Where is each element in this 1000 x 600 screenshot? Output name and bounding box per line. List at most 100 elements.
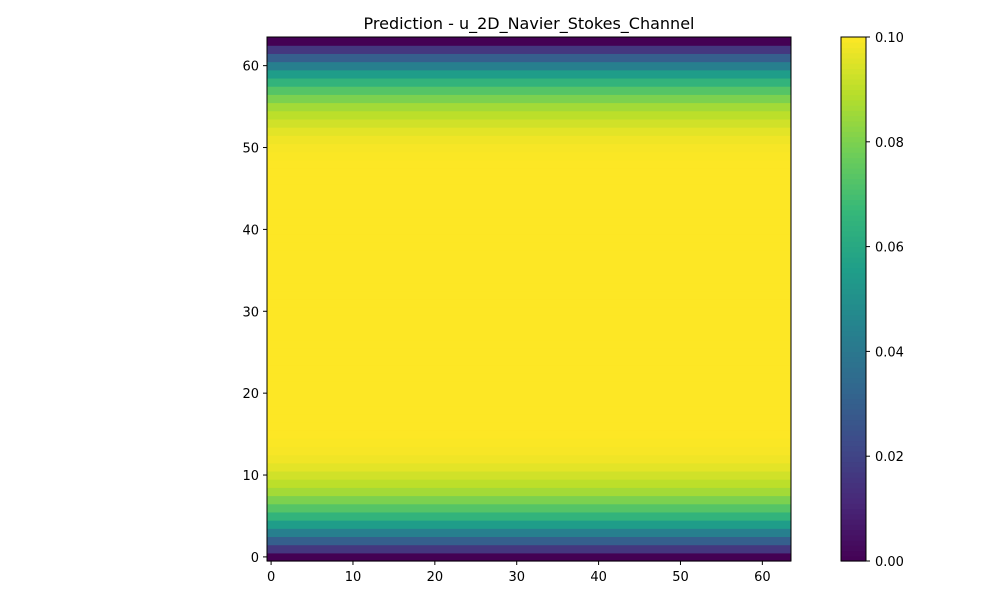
colorbar-segment — [841, 503, 866, 510]
colorbar-segment — [841, 524, 866, 531]
colorbar-tick-label: 0.08 — [875, 136, 904, 151]
heatmap-row — [267, 454, 791, 464]
colorbar-segment — [841, 183, 866, 190]
heatmap-row — [267, 225, 791, 235]
colorbar-segment — [841, 309, 866, 316]
heatmap-row — [267, 413, 791, 423]
colorbar-segment — [841, 194, 866, 201]
y-tick-label: 20 — [242, 387, 259, 402]
heatmap-row — [267, 552, 791, 562]
heatmap-row — [267, 61, 791, 71]
heatmap-row — [267, 405, 791, 415]
heatmap-row — [267, 364, 791, 374]
heatmap-row — [267, 356, 791, 366]
colorbar-segment — [841, 204, 866, 211]
colorbar-segment — [841, 519, 866, 525]
colorbar-segment — [841, 393, 866, 400]
chart-title: Prediction - u_2D_Navier_Stokes_Channel — [364, 14, 695, 34]
colorbar-segment — [841, 147, 866, 153]
colorbar-segment — [841, 68, 866, 75]
colorbar-tick-label: 0.00 — [875, 555, 904, 570]
x-tick-label: 10 — [345, 570, 362, 585]
y-tick-label: 60 — [242, 60, 259, 75]
x-tick-label: 60 — [754, 570, 771, 585]
heatmap-row — [267, 511, 791, 521]
colorbar-segment — [841, 419, 866, 426]
colorbar-segment — [841, 325, 866, 332]
colorbar-segment — [841, 498, 866, 504]
heatmap-row — [267, 430, 791, 439]
heatmap-row — [267, 397, 791, 407]
colorbar-segment — [841, 340, 866, 347]
heatmap-row — [267, 184, 791, 194]
colorbar-segment — [841, 188, 866, 195]
colorbar-segment — [841, 319, 866, 326]
colorbar-segment — [841, 335, 866, 342]
heatmap-row — [267, 69, 791, 79]
colorbar-segment — [841, 534, 866, 541]
colorbar-segment — [841, 435, 866, 442]
colorbar-segment — [841, 267, 866, 274]
colorbar-segment — [841, 251, 866, 258]
colorbar-segment — [841, 299, 866, 305]
colorbar-segment — [841, 529, 866, 536]
heatmap-row — [267, 200, 791, 210]
colorbar-segment — [841, 42, 866, 49]
heatmap-row — [267, 233, 791, 243]
colorbar-segment — [841, 278, 866, 284]
colorbar-segment — [841, 78, 866, 85]
y-tick-label: 50 — [242, 142, 259, 157]
colorbar-segment — [841, 272, 866, 279]
colorbar-segment — [841, 52, 866, 59]
colorbar-segment — [841, 220, 866, 227]
heatmap-row — [267, 503, 791, 513]
colorbar-segment — [841, 241, 866, 248]
heatmap-row — [267, 348, 791, 357]
heatmap-row — [267, 315, 791, 325]
colorbar-segment — [841, 126, 866, 132]
colorbar-segment — [841, 482, 866, 489]
colorbar-segment — [841, 398, 866, 405]
heatmap-row — [267, 118, 791, 128]
heatmap-row — [267, 143, 791, 153]
colorbar-segment — [841, 246, 866, 253]
colorbar-segment — [841, 555, 866, 562]
colorbar-segment — [841, 487, 866, 494]
colorbar-segment — [841, 236, 866, 242]
colorbar-segment — [841, 388, 866, 394]
colorbar-segment — [841, 110, 866, 117]
colorbar-segment — [841, 283, 866, 290]
colorbar-segment — [841, 403, 866, 410]
heatmap-row — [267, 110, 791, 120]
heatmap-row — [267, 462, 791, 472]
colorbar-segment — [841, 168, 866, 174]
heatmap-row — [267, 168, 791, 177]
heatmap-row — [267, 159, 791, 169]
heatmap-row — [267, 495, 791, 505]
colorbar-segment — [841, 351, 866, 358]
colorbar-segment — [841, 466, 866, 473]
colorbar-segment — [841, 492, 866, 499]
colorbar: 0.00 0.02 0.04 0.06 0.08 0.10 — [840, 31, 904, 570]
heatmap-row — [267, 290, 791, 300]
x-tick-label: 20 — [427, 570, 444, 585]
colorbar-segment — [841, 37, 866, 43]
colorbar-segment — [841, 162, 866, 169]
heatmap-row — [267, 438, 791, 447]
colorbar-segment — [841, 377, 866, 384]
heatmap-row — [267, 151, 791, 161]
y-tick-label: 40 — [242, 223, 259, 238]
x-axis: 0 10 20 30 40 50 60 — [267, 561, 771, 585]
colorbar-segment — [841, 73, 866, 80]
colorbar-segment — [841, 409, 866, 415]
colorbar-segment — [841, 508, 866, 515]
y-tick-label: 0 — [251, 551, 259, 566]
colorbar-segment — [841, 477, 866, 483]
colorbar-segment — [841, 63, 866, 70]
colorbar-segment — [841, 178, 866, 185]
colorbar-tick-label: 0.04 — [875, 345, 904, 360]
colorbar-segment — [841, 513, 866, 520]
colorbar-tick-label: 0.06 — [875, 241, 904, 256]
colorbar-segment — [841, 115, 866, 122]
